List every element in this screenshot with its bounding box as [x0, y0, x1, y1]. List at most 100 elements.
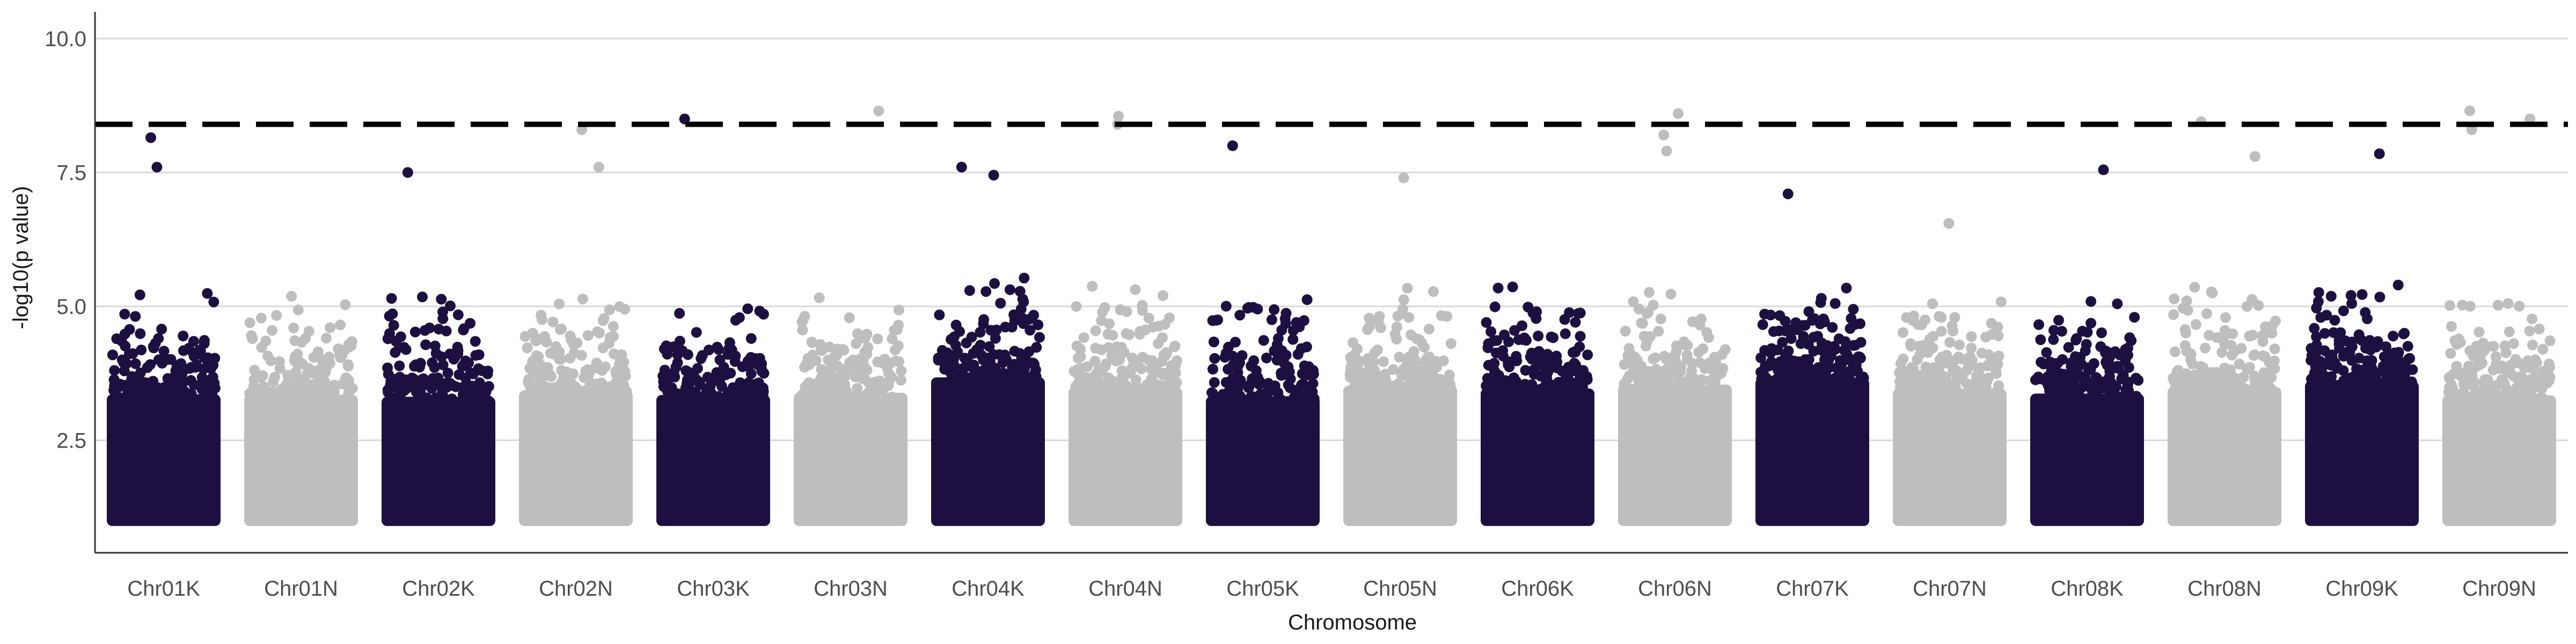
snp-point	[1209, 353, 1220, 364]
snp-point	[1096, 380, 1108, 391]
snp-point	[1001, 354, 1012, 365]
snp-point	[1403, 312, 1415, 323]
snp-point	[1345, 366, 1357, 377]
snp-point	[1507, 281, 1518, 292]
snp-point	[1962, 404, 1973, 415]
y-tick-labels: 2.55.07.510.0	[45, 27, 86, 453]
snp-point	[2402, 341, 2413, 352]
snp-point	[1928, 362, 1939, 374]
snp-point	[2498, 363, 2509, 374]
snp-point	[324, 404, 335, 415]
snp-point	[1791, 382, 1802, 393]
snp-point	[2345, 382, 2356, 393]
snp-point	[961, 338, 972, 348]
snp-point	[1919, 383, 1930, 394]
snp-point	[537, 314, 547, 325]
snp-point	[1936, 312, 1947, 323]
snp-point	[1574, 386, 1585, 398]
snp-point	[2080, 409, 2091, 420]
snp-point	[458, 323, 470, 334]
snp-point	[1928, 376, 1939, 387]
snp-point	[2123, 342, 2133, 354]
snp-point	[975, 327, 986, 338]
snp-point	[175, 358, 187, 369]
snp-point	[2507, 408, 2518, 420]
snp-point	[2263, 395, 2274, 406]
snp-point	[745, 333, 757, 344]
snp-point	[482, 395, 494, 406]
snp-point	[329, 379, 340, 391]
snp-point	[573, 396, 584, 407]
snp-point	[2112, 405, 2123, 416]
snp-point	[1220, 301, 1232, 312]
snp-point	[880, 396, 891, 407]
snp-point	[554, 298, 565, 310]
snp-point	[2381, 341, 2391, 352]
snp-point	[186, 362, 197, 373]
snp-point	[420, 378, 430, 390]
snp-point	[1161, 347, 1172, 358]
snp-point	[2366, 397, 2377, 408]
snp-point	[1546, 331, 1557, 342]
snp-point-peak	[956, 162, 967, 173]
snp-cloud-chr06k	[1481, 388, 1594, 526]
snp-point	[1130, 284, 1141, 295]
snp-point	[340, 374, 351, 385]
snp-point	[400, 344, 412, 355]
snp-point	[1373, 316, 1384, 327]
snp-point	[442, 368, 453, 379]
snp-point	[682, 395, 693, 406]
snp-point	[807, 337, 818, 348]
snp-point	[893, 319, 904, 331]
snp-point	[2368, 369, 2379, 380]
snp-point	[934, 309, 945, 320]
snp-point	[1014, 348, 1026, 359]
snp-point	[990, 333, 1001, 344]
snp-point	[1780, 316, 1791, 327]
snp-point	[2518, 361, 2529, 372]
snp-point	[527, 356, 538, 367]
snp-point	[1766, 356, 1777, 368]
snp-point	[980, 392, 991, 403]
snp-point	[1006, 321, 1018, 333]
snp-point	[797, 391, 808, 402]
snp-point	[1520, 365, 1531, 376]
snp-point	[2388, 331, 2399, 342]
snp-point	[1504, 361, 1515, 372]
snp-point	[126, 398, 137, 409]
snp-point	[2065, 399, 2076, 409]
snp-point	[854, 354, 866, 365]
snp-point	[297, 404, 309, 415]
snp-point	[1563, 402, 1575, 414]
snp-point	[950, 319, 962, 331]
snp-point	[698, 408, 709, 419]
snp-point	[1441, 311, 1452, 322]
snp-point	[2356, 387, 2367, 399]
snp-point	[730, 314, 741, 326]
snp-point	[2181, 295, 2192, 306]
snp-point	[2313, 287, 2324, 298]
snp-point	[662, 349, 673, 360]
snp-point	[1445, 338, 1457, 349]
snp-point	[136, 345, 147, 356]
snp-cloud-chr08n	[2168, 386, 2281, 526]
snp-point	[335, 319, 346, 331]
snp-point	[1215, 394, 1226, 405]
snp-point	[2502, 298, 2514, 309]
snp-point	[595, 402, 606, 413]
snp-point	[274, 356, 285, 367]
snp-point	[1777, 361, 1789, 372]
snp-point	[2470, 394, 2481, 405]
snp-point	[1391, 333, 1402, 345]
snp-point	[273, 390, 284, 401]
snp-point	[157, 357, 168, 369]
snp-cloud-chr03k	[656, 394, 770, 526]
snp-point	[1296, 343, 1307, 354]
snp-point	[1106, 350, 1117, 361]
snp-point	[1628, 296, 1639, 308]
snp-point	[439, 393, 450, 405]
snp-point	[1229, 352, 1240, 363]
snp-point	[1077, 391, 1088, 402]
snp-point	[2477, 346, 2489, 357]
